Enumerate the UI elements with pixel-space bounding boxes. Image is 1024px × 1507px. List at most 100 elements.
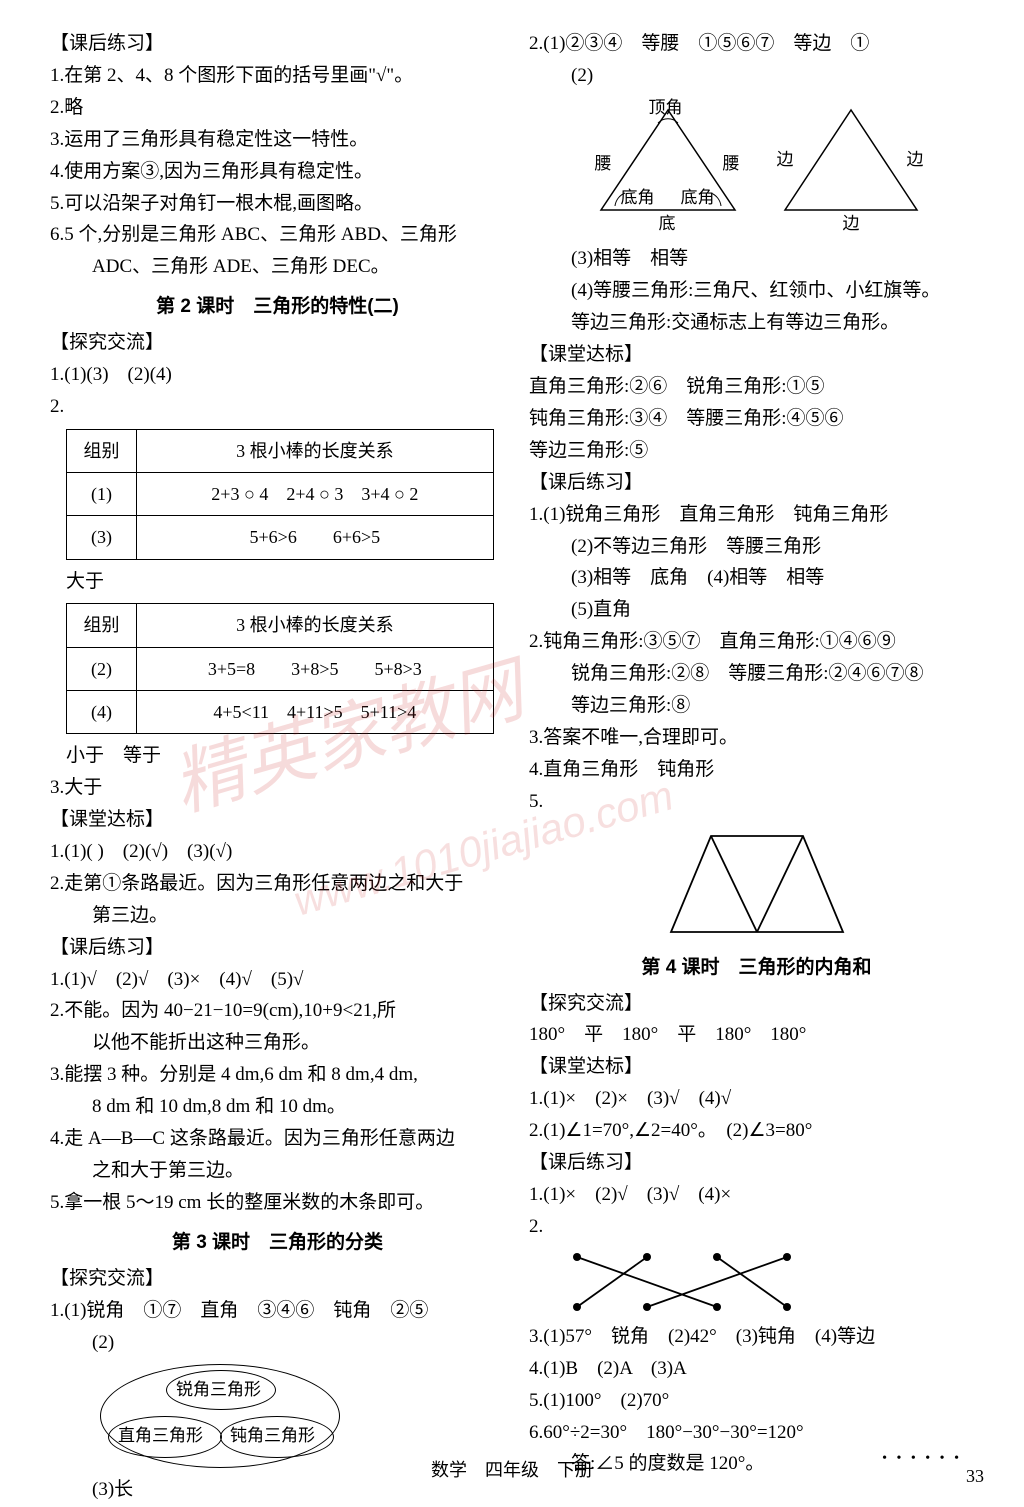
answer-line: 8 dm 和 10 dm,8 dm 和 10 dm。	[50, 1091, 505, 1123]
label: 腰	[723, 150, 740, 179]
footer-dots: • • • • • •	[882, 1447, 962, 1471]
td: 2+3 ○ 4 2+4 ○ 3 3+4 ○ 2	[137, 473, 494, 516]
section-heading: 【探究交流】	[50, 327, 505, 359]
section-heading: 【探究交流】	[50, 1263, 505, 1295]
answer-line: 以他不能折出这种三角形。	[50, 1027, 505, 1059]
td: 3+5=8 3+8>5 5+8>3	[137, 647, 494, 690]
label: 底角	[621, 184, 655, 213]
answer-line: 直角三角形:②⑥ 锐角三角形:①⑤	[529, 371, 984, 403]
th: 3 根小棒的长度关系	[137, 604, 494, 647]
label: 底角	[681, 184, 715, 213]
answer-line: 3.大于	[50, 772, 505, 804]
td: (1)	[67, 473, 137, 516]
td: (2)	[67, 647, 137, 690]
answer-line: 4.使用方案③,因为三角形具有稳定性。	[50, 156, 505, 188]
answer-line: ADC、三角形 ADE、三角形 DEC。	[50, 251, 505, 283]
answer-line: 2.走第①条路最近。因为三角形任意两边之和大于	[50, 868, 505, 900]
section-heading: 【课后练习】	[529, 467, 984, 499]
table-note: 大于	[50, 566, 505, 598]
answer-line: 5.(1)100° (2)70°	[529, 1385, 984, 1417]
answer-line: 等边三角形:⑤	[529, 435, 984, 467]
answer-line: 第三边。	[50, 900, 505, 932]
th: 3 根小棒的长度关系	[137, 429, 494, 472]
section-heading: 【课堂达标】	[529, 1051, 984, 1083]
lesson-title: 第 3 课时 三角形的分类	[50, 1227, 505, 1259]
label: 顶角	[649, 94, 683, 123]
answer-line: 6.5 个,分别是三角形 ABC、三角形 ABD、三角形	[50, 219, 505, 251]
answer-line: 1.(1)× (2)× (3)√ (4)√	[529, 1083, 984, 1115]
section-heading: 【课后练习】	[50, 28, 505, 60]
content-columns: 【课后练习】 1.在第 2、4、8 个图形下面的括号里画"√"。 2.略 3.运…	[50, 28, 984, 1428]
label: 底	[659, 210, 676, 239]
answer-line: 钝角三角形:③④ 等腰三角形:④⑤⑥	[529, 403, 984, 435]
sticks-table-2: 组别3 根小棒的长度关系 (2)3+5=8 3+8>5 5+8>3 (4)4+5…	[66, 603, 494, 734]
answer-line: 2.	[529, 1211, 984, 1243]
venn-label: 直角三角形	[118, 1422, 203, 1451]
answer-line: (4)等腰三角形:三角尺、红领巾、小红旗等。	[529, 275, 984, 307]
section-heading: 【课堂达标】	[529, 339, 984, 371]
label: 边	[777, 146, 794, 175]
answer-line: 3.答案不唯一,合理即可。	[529, 722, 984, 754]
answer-line: 180° 平 180° 平 180° 180°	[529, 1019, 984, 1051]
answer-line: 1.(1)(3) (2)(4)	[50, 359, 505, 391]
table-note: 小于 等于	[50, 740, 505, 772]
th: 组别	[67, 604, 137, 647]
answer-line: 锐角三角形:②⑧ 等腰三角形:②④⑥⑦⑧	[529, 658, 984, 690]
lesson-title: 第 4 课时 三角形的内角和	[529, 952, 984, 984]
section-heading: 【探究交流】	[529, 988, 984, 1020]
answer-line: 1.(1)锐角 ①⑦ 直角 ③④⑥ 钝角 ②⑤	[50, 1295, 505, 1327]
answer-line: 2.(1)∠1=70°,∠2=40°。 (2)∠3=80°	[529, 1115, 984, 1147]
triangle-diagrams: 顶角 腰 腰 底角 底角 底 边 边 边	[529, 98, 984, 238]
answer-line: 5.	[529, 786, 984, 818]
answer-line: 3.能摆 3 种。分别是 4 dm,6 dm 和 8 dm,4 dm,	[50, 1059, 505, 1091]
answer-line: 3.(1)57° 锐角 (2)42° (3)钝角 (4)等边	[529, 1321, 984, 1353]
answer-line: (2)不等边三角形 等腰三角形	[529, 531, 984, 563]
answer-line: 等边三角形:⑧	[529, 690, 984, 722]
td: (4)	[67, 690, 137, 733]
answer-line: (3)相等 相等	[529, 243, 984, 275]
matching-figure	[547, 1247, 807, 1317]
label: 边	[843, 210, 860, 239]
sticks-table-1: 组别3 根小棒的长度关系 (1)2+3 ○ 4 2+4 ○ 3 3+4 ○ 2 …	[66, 429, 494, 560]
answer-line: 等边三角形:交通标志上有等边三角形。	[529, 307, 984, 339]
td: (3)	[67, 516, 137, 559]
answer-line: 2.(1)②③④ 等腰 ①⑤⑥⑦ 等边 ①	[529, 28, 984, 60]
answer-line: 5.拿一根 5～19 cm 长的整厘米数的木条即可。	[50, 1187, 505, 1219]
page-number: 33	[966, 1461, 984, 1491]
answer-line: (3)相等 底角 (4)相等 相等	[529, 562, 984, 594]
answer-line: 1.(1)锐角三角形 直角三角形 钝角三角形	[529, 499, 984, 531]
answer-line: 1.(1)× (2)√ (3)√ (4)×	[529, 1179, 984, 1211]
td: 5+6>6 6+6>5	[137, 516, 494, 559]
answer-line: 6.60°÷2=30° 180°−30°−30°=120°	[529, 1417, 984, 1449]
th: 组别	[67, 429, 137, 472]
answer-line: 2.不能。因为 40−21−10=9(cm),10+9<21,所	[50, 995, 505, 1027]
answer-line: 1.(1)√ (2)√ (3)× (4)√ (5)√	[50, 964, 505, 996]
answer-line: (2)	[529, 60, 984, 92]
answer-line: 2.略	[50, 92, 505, 124]
answer-line: 1.在第 2、4、8 个图形下面的括号里画"√"。	[50, 60, 505, 92]
answer-line: 1.(1)( ) (2)(√) (3)(√)	[50, 836, 505, 868]
right-column: 2.(1)②③④ 等腰 ①⑤⑥⑦ 等边 ① (2) 顶角 腰 腰 底角 底角 底	[529, 28, 984, 1428]
label: 边	[907, 146, 924, 175]
section-heading: 【课后练习】	[50, 932, 505, 964]
venn-label: 钝角三角形	[230, 1422, 315, 1451]
answer-line: (2)	[50, 1327, 505, 1359]
answer-line: 2.	[50, 391, 505, 423]
triangle-venn-diagram: 锐角三角形 直角三角形 钝角三角形	[100, 1364, 340, 1468]
venn-label: 锐角三角形	[176, 1376, 261, 1405]
left-column: 【课后练习】 1.在第 2、4、8 个图形下面的括号里画"√"。 2.略 3.运…	[50, 28, 505, 1428]
equilateral-triangle: 边 边 边	[771, 98, 931, 238]
section-heading: 【课堂达标】	[50, 804, 505, 836]
answer-line: 4.直角三角形 钝角形	[529, 754, 984, 786]
trapezoid-figure	[657, 824, 857, 944]
label: 腰	[595, 150, 612, 179]
td: 4+5<11 4+11>5 5+11>4	[137, 690, 494, 733]
answer-line: 之和大于第三边。	[50, 1155, 505, 1187]
answer-line: 2.钝角三角形:③⑤⑦ 直角三角形:①④⑥⑨	[529, 626, 984, 658]
footer-text: 数学 四年级 下册	[0, 1455, 1024, 1485]
isosceles-triangle: 顶角 腰 腰 底角 底角 底	[583, 98, 753, 238]
section-heading: 【课后练习】	[529, 1147, 984, 1179]
answer-line: 5.可以沿架子对角钉一根木棍,画图略。	[50, 188, 505, 220]
lesson-title: 第 2 课时 三角形的特性(二)	[50, 291, 505, 323]
answer-line: 4.(1)B (2)A (3)A	[529, 1353, 984, 1385]
